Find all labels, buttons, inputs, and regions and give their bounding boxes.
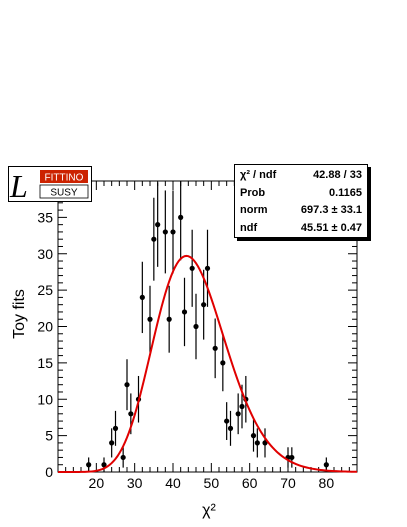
stat-label: χ² / ndf — [240, 169, 277, 181]
data-marker — [86, 462, 92, 468]
data-point — [220, 334, 226, 392]
data-point — [178, 181, 184, 261]
data-point — [139, 261, 145, 334]
data-marker — [162, 229, 168, 235]
data-marker — [204, 265, 211, 271]
data-point — [147, 285, 153, 353]
x-tick-label: 60 — [242, 475, 258, 491]
y-tick-label: 35 — [37, 209, 53, 225]
data-marker — [224, 418, 230, 424]
data-marker — [155, 222, 161, 228]
data-point — [151, 197, 157, 281]
data-marker — [101, 462, 107, 468]
data-point — [124, 359, 130, 411]
x-tick-label: 80 — [319, 475, 335, 491]
data-point — [235, 393, 241, 435]
data-marker — [181, 309, 188, 315]
y-axis-label: Toy fits — [11, 289, 28, 339]
data-point — [101, 457, 107, 472]
data-point — [262, 428, 268, 458]
x-tick-label: 20 — [89, 475, 105, 491]
data-marker — [178, 214, 184, 220]
data-marker — [262, 440, 268, 446]
y-tick-label: 0 — [45, 464, 53, 480]
fit-curve — [58, 254, 358, 473]
data-point — [250, 419, 257, 452]
data-points — [86, 181, 329, 472]
data-point — [170, 190, 176, 274]
svg-text:L: L — [9, 168, 28, 202]
data-marker — [227, 425, 234, 431]
y-tick-label: 10 — [37, 391, 53, 407]
x-tick-label: 70 — [280, 475, 296, 491]
data-marker — [120, 454, 126, 461]
x-axis-label: χ² — [202, 502, 216, 519]
data-point — [189, 229, 195, 307]
x-tick-label: 40 — [165, 475, 181, 491]
data-point — [204, 229, 211, 307]
y-tick-label: 25 — [37, 282, 53, 298]
stat-label: norm — [240, 204, 268, 216]
logo-top-text: FITTINO — [45, 173, 84, 184]
data-marker — [212, 345, 218, 351]
stat-value: 0.1165 — [328, 186, 362, 199]
x-tick-label: 50 — [204, 475, 220, 491]
data-point — [120, 447, 126, 468]
stat-row-chi2: χ² / ndf 42.88 / 33 — [240, 167, 362, 185]
data-point — [254, 428, 260, 458]
data-marker — [323, 462, 329, 468]
data-marker — [250, 433, 257, 439]
data-point — [162, 190, 168, 274]
data-marker — [235, 411, 241, 417]
data-marker — [166, 316, 172, 322]
y-tick-label: 20 — [37, 319, 53, 335]
data-point — [227, 410, 234, 446]
logo-bottom-text: SUSY — [50, 188, 78, 199]
data-marker — [289, 454, 295, 461]
data-point — [224, 402, 230, 440]
stat-row-ndf: ndf 45.51 ± 0.47 — [240, 220, 362, 238]
stat-label: Prob — [240, 186, 266, 199]
fit-statistics-box: χ² / ndf 42.88 / 33 Prob 0.1165 norm 697… — [234, 164, 368, 238]
fittino-logo: L FITTINO SUSY — [8, 166, 92, 204]
data-point — [193, 293, 199, 360]
data-marker — [109, 440, 115, 446]
stat-label: ndf — [240, 221, 258, 234]
stat-row-prob: Prob 0.1165 — [240, 185, 362, 203]
data-marker — [189, 265, 195, 271]
data-marker — [128, 411, 134, 417]
data-point — [109, 428, 115, 458]
data-marker — [147, 316, 153, 322]
y-tick-label: 30 — [37, 246, 53, 262]
data-marker — [220, 360, 226, 366]
stat-value: 697.3 ± 33.1 — [300, 204, 362, 216]
data-marker — [201, 302, 207, 308]
data-marker — [193, 323, 199, 330]
data-point — [155, 182, 161, 267]
data-point — [181, 277, 188, 347]
data-marker — [124, 382, 130, 388]
data-point — [86, 457, 92, 472]
data-marker — [170, 229, 176, 235]
stat-row-norm: norm 697.3 ± 33.1 — [240, 202, 362, 220]
stat-value: 45.51 ± 0.47 — [300, 221, 362, 234]
data-point — [201, 269, 207, 340]
data-marker — [151, 236, 157, 242]
data-marker — [254, 440, 260, 446]
data-point — [212, 318, 218, 379]
data-marker — [139, 294, 145, 300]
y-tick-label: 5 — [45, 428, 53, 444]
data-marker — [112, 425, 119, 431]
data-point — [289, 447, 295, 468]
y-tick-label: 15 — [37, 355, 53, 371]
data-marker — [239, 403, 245, 410]
y-axis: 0 5 10 15 20 25 30 35 — [37, 180, 357, 480]
x-tick-label: 30 — [127, 475, 143, 491]
data-point — [112, 410, 119, 446]
data-point — [166, 285, 172, 353]
stat-value: 42.88 / 33 — [313, 169, 362, 181]
